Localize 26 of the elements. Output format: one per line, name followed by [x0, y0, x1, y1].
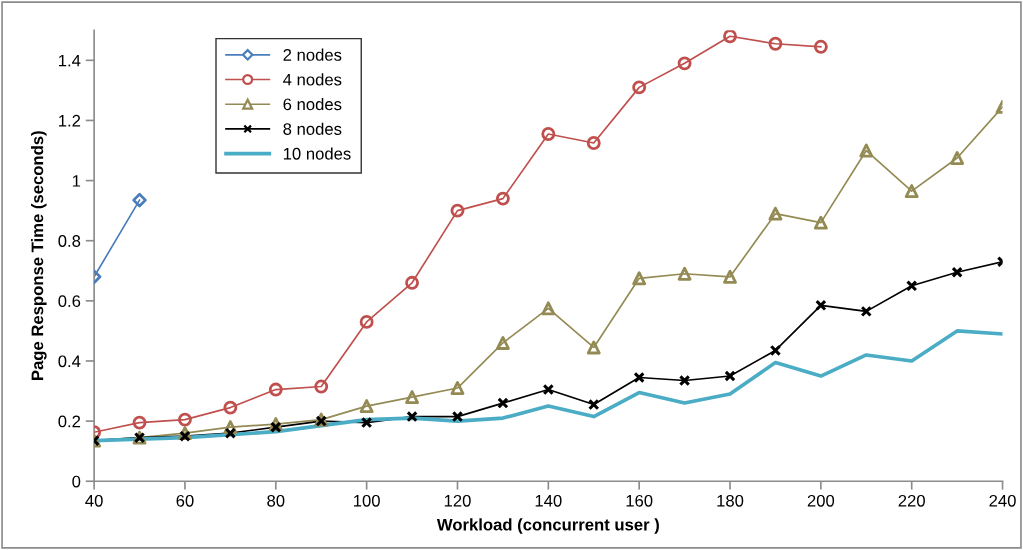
y-axis-title: Page Response Time (seconds) [31, 131, 47, 380]
x-tick-label: 60 [176, 494, 194, 507]
x-tick-label: 180 [717, 494, 744, 507]
legend-label: 8 nodes [283, 122, 342, 135]
x-tick-label: 200 [807, 494, 835, 507]
x-tick-label: 120 [444, 494, 471, 507]
x-axis-title: Workload (concurrent user ) [436, 518, 659, 534]
y-tick-label: 0.2 [58, 415, 81, 428]
legend-label: 6 nodes [283, 97, 342, 111]
y-tick-label: 0.6 [58, 295, 81, 308]
y-tick-label: 1.4 [59, 54, 81, 67]
y-tick-label: 0 [72, 475, 81, 488]
x-tick-label: 220 [898, 494, 925, 507]
x-tick-label: 40 [85, 494, 103, 507]
legend-label: 2 nodes [283, 48, 342, 61]
y-tick-label: 0.4 [58, 355, 81, 368]
legend-label: 10 nodes [283, 147, 351, 160]
y-tick-label: 0.8 [58, 235, 81, 247]
y-tick-label: 1 [72, 175, 81, 187]
x-tick-label: 240 [989, 494, 1016, 507]
x-tick-label: 80 [267, 494, 285, 507]
legend-label: 4 nodes [283, 73, 342, 86]
y-tick-label: 1.2 [59, 114, 81, 127]
x-tick-label: 160 [626, 494, 653, 507]
x-tick-label: 100 [354, 494, 380, 507]
x-tick-label: 140 [535, 494, 562, 507]
